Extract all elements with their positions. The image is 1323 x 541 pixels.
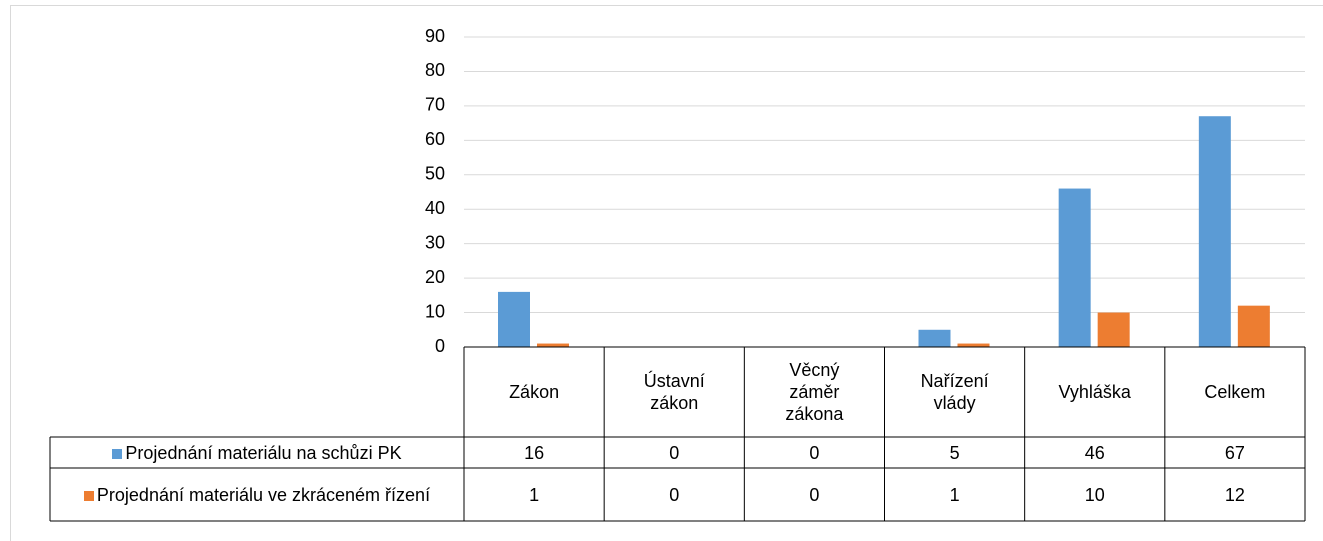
y-tick-label: 50 (425, 164, 445, 184)
y-tick-label: 10 (425, 301, 445, 321)
chart-frame (10, 5, 1323, 541)
table-value-text: 10 (1084, 484, 1105, 505)
table-value: 5 (885, 437, 1025, 468)
x-tick-label: Nařízení vlády (910, 347, 1000, 437)
x-tick-label-text: Věcný záměr zákona (785, 360, 844, 424)
x-tick-label: Celkem (1190, 347, 1280, 437)
table-value-text: 5 (949, 442, 960, 463)
x-tick-label: Vyhláška (1050, 347, 1140, 437)
table-value: 12 (1165, 468, 1305, 521)
legend-key (112, 448, 123, 459)
table-value: 1 (464, 468, 604, 521)
bar (1097, 312, 1130, 347)
x-tick-label-text: Vyhláška (1058, 382, 1131, 402)
y-tick-label: 80 (425, 60, 445, 80)
table-value: 1 (885, 468, 1025, 521)
x-tick-label-text: Ústavní zákon (643, 371, 705, 413)
legend-entry-text: Projednání materiálu na schůzi PK (112, 442, 402, 464)
y-tick-label: 40 (425, 198, 445, 218)
table-value: 16 (464, 437, 604, 468)
table-value: 0 (744, 468, 884, 521)
table-value-text: 0 (669, 484, 680, 505)
table-value-text: 16 (524, 442, 545, 463)
y-tick-label: 30 (425, 232, 445, 252)
y-tick-label: 60 (425, 129, 445, 149)
table-value-text: 0 (809, 442, 820, 463)
table-value: 0 (604, 468, 744, 521)
legend-entry-text: Projednání materiálu ve zkráceném řízení (83, 484, 430, 506)
table-value-text: 12 (1224, 484, 1245, 505)
bar (1237, 305, 1270, 347)
bar (1198, 116, 1231, 347)
legend-entry: Projednání materiálu na schůzi PK (52, 437, 462, 468)
bar (1058, 188, 1091, 347)
table-value: 0 (744, 437, 884, 468)
table-value-text: 0 (669, 442, 680, 463)
y-tick-label: 0 (435, 336, 445, 356)
table-value-text: 1 (949, 484, 960, 505)
bar (537, 343, 569, 347)
x-tick-label: Ústavní zákon (629, 347, 719, 437)
table-value: 10 (1025, 468, 1165, 521)
y-tick-label: 20 (425, 267, 445, 287)
bar (957, 343, 990, 347)
y-tick-label: 90 (425, 26, 445, 46)
x-tick-label: Zákon (489, 347, 579, 437)
table-value-text: 46 (1084, 442, 1105, 463)
legend-entry: Projednání materiálu ve zkráceném řízení (52, 468, 462, 521)
bar (498, 291, 530, 347)
x-tick-label-text: Nařízení vlády (920, 371, 989, 413)
table-value: 67 (1165, 437, 1305, 468)
table-value-text: 67 (1224, 442, 1245, 463)
x-tick-label-text: Celkem (1204, 382, 1266, 402)
x-tick-label-text: Zákon (509, 382, 560, 402)
table-value-text: 1 (529, 484, 540, 505)
bar (918, 329, 951, 347)
table-value: 46 (1025, 437, 1165, 468)
table-value-text: 0 (809, 484, 820, 505)
legend-key (83, 490, 94, 501)
x-tick-label: Věcný záměr zákona (769, 347, 859, 437)
table-value: 0 (604, 437, 744, 468)
y-tick-label: 70 (425, 95, 445, 115)
